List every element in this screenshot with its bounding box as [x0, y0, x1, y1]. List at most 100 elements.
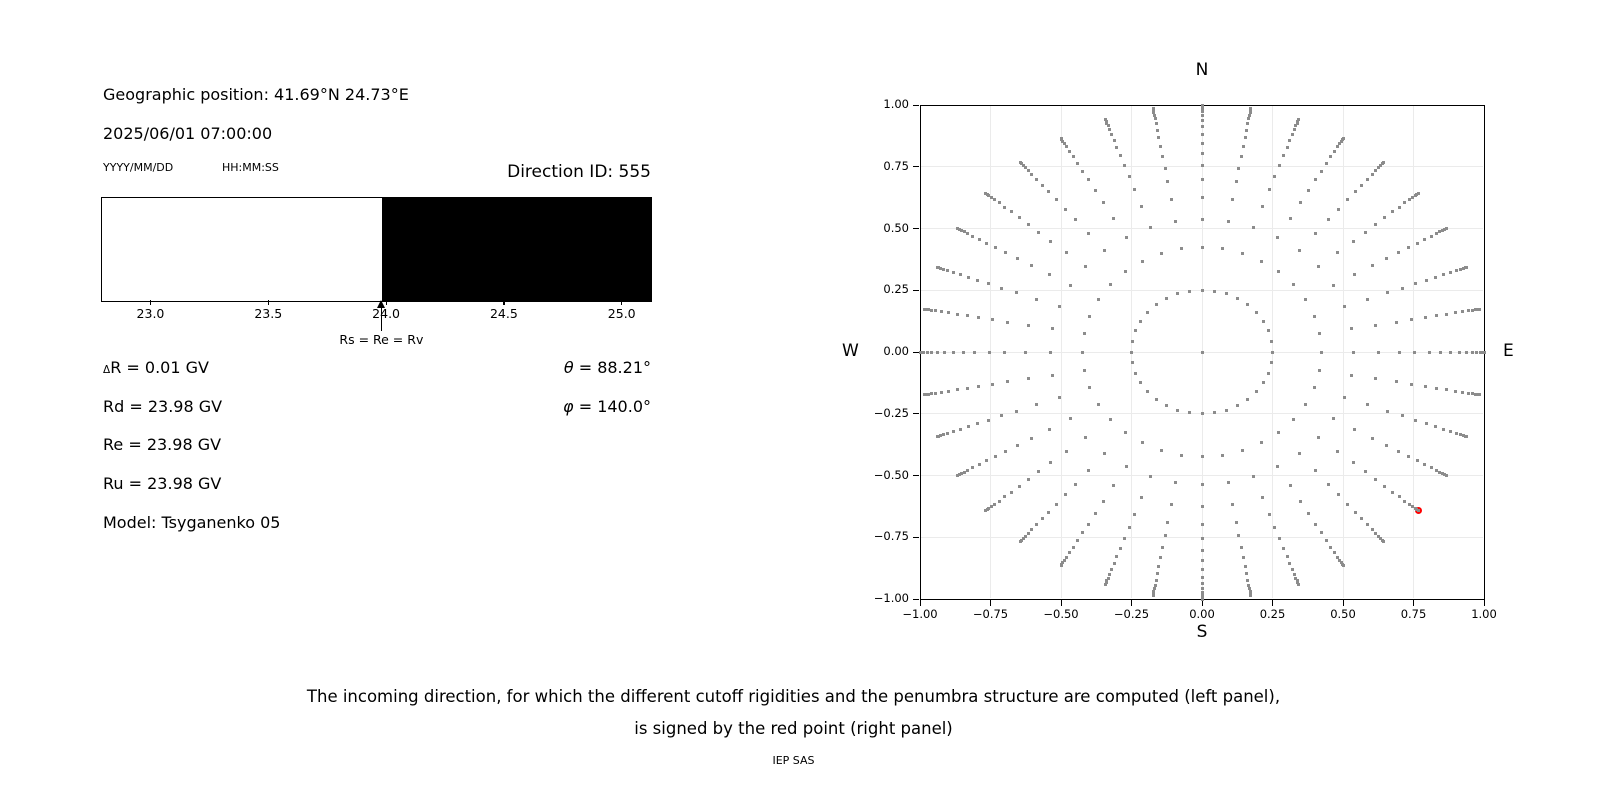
- scatter-dot: [1112, 138, 1116, 142]
- scatter-dot: [990, 195, 994, 199]
- scatter-dot: [942, 432, 946, 436]
- scatter-dot: [1415, 241, 1419, 245]
- scatter-dot: [1423, 237, 1427, 241]
- scatter-dot: [973, 350, 977, 354]
- scatter-dot: [1029, 436, 1033, 440]
- scatter-dot: [939, 433, 943, 437]
- scatter-dot: [1080, 350, 1084, 354]
- model-text: Model: Tsyganenko 05: [103, 513, 281, 532]
- scatter-dot: [1295, 121, 1299, 125]
- scatter-dot: [1122, 537, 1126, 541]
- scatter-dot: [993, 246, 997, 250]
- scatter-dot: [1461, 267, 1465, 271]
- scatter-dot: [951, 350, 955, 354]
- scatter-dot: [1026, 531, 1030, 535]
- scatter-dot: [1166, 520, 1170, 524]
- scatter-dot: [1470, 350, 1474, 354]
- scatter-dot: [1063, 207, 1067, 211]
- scatter-dot: [1294, 576, 1298, 580]
- scatter-dot: [1260, 259, 1264, 263]
- scatter-dot: [1118, 154, 1122, 158]
- scatter-dot: [1410, 505, 1414, 509]
- y-axis-tick-label: 0.00: [883, 344, 909, 358]
- scatter-dot: [1159, 448, 1163, 452]
- scatter-dot: [1115, 145, 1119, 149]
- scatter-dot: [1224, 408, 1228, 412]
- scatter-dot: [1094, 188, 1098, 192]
- scatter-dot: [1155, 397, 1159, 401]
- scatter-dot: [1478, 393, 1482, 397]
- scatter-dot: [1212, 289, 1216, 293]
- scatter-dot: [1294, 124, 1298, 128]
- scatter-dot: [1371, 436, 1375, 440]
- scatter-dot: [1273, 525, 1277, 529]
- scatter-dot: [1435, 386, 1439, 390]
- scatter-dot: [1332, 149, 1336, 153]
- scatter-dot: [1234, 520, 1238, 524]
- bar-axis-tick-mark: [267, 300, 269, 305]
- scatter-dot: [1318, 368, 1322, 372]
- scatter-dot: [1374, 323, 1378, 327]
- scatter-dot: [1465, 266, 1469, 270]
- scatter-dot: [1221, 247, 1225, 251]
- scatter-dot: [1306, 512, 1310, 515]
- scatter-dot: [1335, 145, 1339, 149]
- scatter-dot: [1096, 402, 1100, 406]
- scatter-dot: [1416, 191, 1420, 195]
- scatter-dot: [930, 308, 933, 312]
- scatter-dot: [1101, 200, 1105, 204]
- scatter-dot: [1342, 395, 1346, 399]
- scatter-dot: [1127, 525, 1131, 529]
- scatter-dot: [1478, 350, 1482, 354]
- scatter-dot: [1139, 319, 1143, 323]
- scatter-dot: [1400, 414, 1404, 418]
- x-axis-tick-label: −0.25: [1113, 607, 1150, 621]
- scatter-dot: [993, 502, 997, 506]
- scatter-dot: [1266, 329, 1270, 333]
- scatter-dot: [1383, 216, 1387, 220]
- scatter-dot: [1415, 459, 1419, 463]
- scatter-dot: [1009, 490, 1013, 494]
- scatter-dot: [1312, 386, 1316, 390]
- scatter-dot: [934, 391, 938, 395]
- scatter-dot: [993, 454, 997, 458]
- scatter-dot: [1434, 425, 1438, 428]
- scatter-dot: [1157, 565, 1161, 569]
- scatter-dot: [1146, 310, 1150, 314]
- scatter-dot: [1482, 350, 1486, 354]
- x-axis-tick-mark: [1342, 600, 1344, 606]
- scatter-dot: [1397, 495, 1401, 499]
- y-axis-tick-label: −0.50: [873, 467, 909, 482]
- scatter-dot: [1365, 523, 1369, 527]
- scatter-dot: [1239, 546, 1243, 550]
- scatter-dot: [1139, 381, 1143, 385]
- scatter-dot: [1291, 568, 1295, 572]
- scatter-dot: [1313, 232, 1317, 236]
- scatter-dot: [1441, 228, 1445, 232]
- scatter-dot: [1424, 421, 1428, 425]
- scatter-dot: [1470, 392, 1474, 396]
- scatter-dot: [1049, 461, 1053, 465]
- date-format-hint: YYYY/MM/DD: [103, 161, 174, 174]
- scatter-dot: [1159, 144, 1163, 148]
- scatter-dot: [1288, 562, 1292, 566]
- scatter-dot: [1267, 512, 1271, 516]
- scatter-dot: [1026, 222, 1030, 226]
- scatter-dot: [1292, 283, 1296, 287]
- scatter-dot: [1320, 350, 1324, 354]
- scatter-dot: [1009, 210, 1013, 214]
- scatter-dot: [1374, 478, 1378, 482]
- scatter-dot: [1058, 395, 1062, 399]
- scatter-dot: [1237, 534, 1241, 538]
- scatter-dot: [1346, 502, 1350, 506]
- scatter-dot: [977, 237, 981, 241]
- scatter-dot: [985, 241, 989, 245]
- scatter-dot: [990, 318, 994, 322]
- scatter-dot: [976, 315, 980, 319]
- scatter-dot: [1304, 402, 1308, 406]
- scatter-dot: [1061, 139, 1065, 143]
- scatter-dot: [1449, 429, 1453, 433]
- scatter-dot: [1155, 572, 1159, 576]
- scatter-dot: [1040, 517, 1044, 521]
- scatter-dot: [1003, 449, 1007, 453]
